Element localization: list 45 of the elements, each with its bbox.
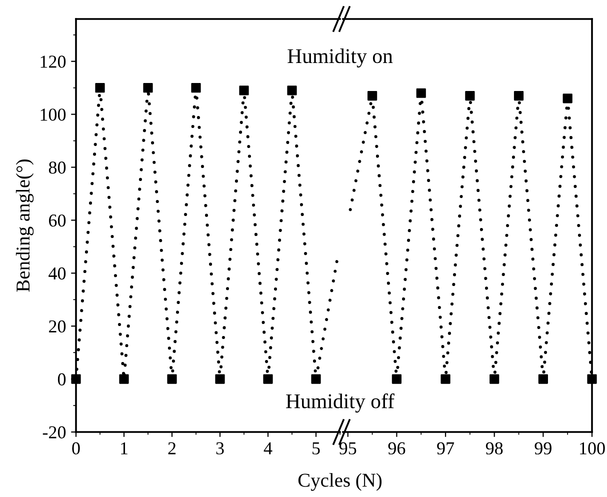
point (119, 374, 129, 384)
point (143, 83, 153, 93)
point (514, 90, 524, 101)
y-tick-label: 60 (49, 214, 66, 227)
point (440, 374, 450, 384)
point (490, 374, 500, 384)
x-tick-label: 5 (312, 442, 320, 454)
x-tick-label: 1 (121, 442, 128, 454)
y-tick-label: 0 (58, 373, 66, 386)
x-tick-label: 0 (72, 442, 80, 454)
y-tick-label: 120 (40, 56, 66, 68)
point (215, 374, 225, 384)
point (167, 374, 177, 384)
y-tick-label: -20 (42, 426, 66, 438)
point (95, 83, 105, 93)
x-tick-label: 3 (216, 442, 224, 454)
point (587, 374, 597, 384)
x-tick-label: 100 (580, 442, 605, 454)
x-tick-label: 98 (486, 442, 503, 454)
point (538, 374, 548, 384)
y-tick-label: 20 (49, 320, 66, 333)
point (287, 86, 297, 96)
x-tick-label: 4 (264, 442, 272, 454)
x-tick-label: 99 (534, 442, 552, 454)
point (392, 374, 402, 384)
x-tick-label: 96 (388, 442, 406, 454)
point (465, 90, 475, 101)
point (191, 83, 201, 93)
point (367, 90, 378, 101)
point (263, 374, 273, 384)
y-tick-label: 80 (48, 162, 66, 174)
annotation: Humidity on (288, 48, 393, 68)
x-tick-label: 97 (437, 442, 454, 454)
y-axis-title: Bending angle(°) (16, 160, 34, 292)
x-axis-title: Cycles (N) (298, 473, 382, 491)
x-tick-label: 95 (339, 442, 356, 454)
y-tick-label: 100 (40, 108, 66, 121)
point (239, 86, 249, 96)
point (562, 94, 572, 104)
point (416, 88, 426, 98)
point (311, 374, 321, 384)
x-tick-label: 2 (168, 442, 176, 454)
y-tick-label: 40 (48, 267, 66, 280)
annotation: Humidity off (286, 393, 394, 413)
point (71, 374, 81, 384)
